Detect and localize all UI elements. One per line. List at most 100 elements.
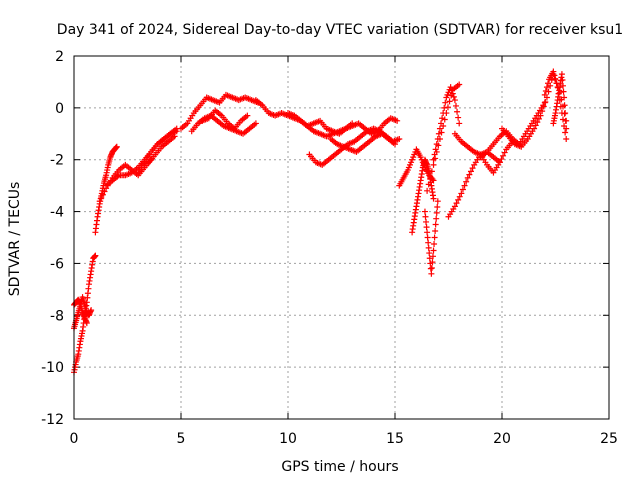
data-point — [456, 81, 463, 88]
x-tick-label: 15 — [386, 431, 404, 447]
data-point — [425, 239, 432, 246]
data-point — [422, 213, 429, 220]
data-point — [562, 117, 569, 124]
data-point — [467, 168, 474, 175]
data-point — [88, 307, 95, 314]
data-point — [541, 91, 548, 98]
x-tick-label: 25 — [600, 431, 618, 447]
data-point — [441, 104, 448, 111]
data-point — [431, 234, 438, 241]
data-point — [396, 135, 403, 142]
data-point — [498, 156, 505, 163]
data-point — [430, 195, 437, 202]
data-point — [537, 112, 544, 119]
data-point — [444, 104, 451, 111]
data-point — [458, 190, 465, 197]
data-point — [545, 88, 552, 95]
x-axis-label: GPS time / hours — [281, 459, 398, 475]
data-point — [535, 115, 542, 122]
data-point — [550, 68, 557, 75]
data-point — [532, 122, 539, 129]
data-point — [534, 119, 541, 126]
data-point — [425, 244, 432, 251]
data-point — [171, 133, 178, 140]
data-point — [427, 174, 434, 181]
data-point — [431, 151, 438, 158]
data-point — [446, 98, 453, 105]
x-tick-label: 0 — [70, 431, 79, 447]
series-track-14 — [306, 125, 403, 168]
data-point — [113, 143, 120, 150]
data-point — [559, 76, 566, 83]
data-point — [459, 186, 466, 193]
data-point — [561, 102, 568, 109]
y-axis-label: SDTVAR / TECUs — [7, 182, 23, 297]
data-point — [440, 110, 447, 117]
series-track-18 — [421, 198, 441, 277]
data-point — [560, 88, 567, 95]
data-point — [441, 116, 448, 123]
x-tick-label: 5 — [177, 431, 186, 447]
data-point — [558, 71, 565, 78]
data-point — [101, 188, 108, 195]
x-tick-label: 10 — [279, 431, 297, 447]
data-point — [455, 114, 462, 121]
data-point — [430, 247, 437, 254]
data-point — [92, 252, 99, 259]
data-point — [430, 156, 437, 163]
data-point — [545, 80, 552, 87]
y-tick-label: 0 — [55, 101, 64, 117]
data-point — [450, 93, 457, 100]
data-point — [439, 115, 446, 122]
data-point — [454, 108, 461, 115]
data-point — [98, 194, 105, 201]
data-point — [453, 200, 460, 207]
y-tick-label: -12 — [41, 412, 64, 428]
data-point — [423, 218, 430, 225]
data-point — [451, 203, 458, 210]
x-tick-label: 20 — [493, 431, 511, 447]
chart-title: Day 341 of 2024, Sidereal Day-to-day VTE… — [57, 22, 623, 38]
data-point — [464, 174, 471, 181]
y-tick-label: -8 — [50, 308, 64, 324]
data-point — [448, 87, 455, 94]
data-point — [562, 129, 569, 136]
data-point — [252, 120, 259, 127]
data-point — [542, 88, 549, 95]
data-point — [438, 120, 445, 127]
data-point — [433, 209, 440, 216]
data-point — [96, 198, 103, 205]
series-track-23 — [477, 99, 548, 161]
data-point — [531, 125, 538, 132]
data-point — [551, 72, 558, 79]
data-point — [447, 84, 454, 91]
data-point — [428, 270, 435, 277]
data-point — [438, 129, 445, 136]
data-point — [561, 94, 568, 101]
data-point — [432, 221, 439, 228]
series-track-22 — [451, 130, 516, 176]
data-point — [433, 141, 440, 148]
data-point — [463, 178, 470, 185]
data-point — [428, 168, 435, 175]
data-point — [500, 152, 507, 159]
data-point — [434, 135, 441, 142]
data-point — [449, 90, 456, 97]
data-point — [424, 229, 431, 236]
y-tick-label: -4 — [50, 205, 64, 221]
data-point — [432, 146, 439, 153]
data-point — [456, 193, 463, 200]
data-point — [244, 112, 251, 119]
plot-frame — [73, 55, 610, 420]
data-point — [563, 135, 570, 142]
data-point — [563, 125, 570, 132]
data-point — [501, 149, 508, 156]
data-point — [433, 215, 440, 222]
data-point — [431, 240, 438, 247]
data-point — [455, 196, 462, 203]
data-point — [424, 234, 431, 241]
data-point — [461, 182, 468, 189]
series-track-26 — [550, 71, 570, 132]
series-track-3 — [71, 296, 90, 327]
data-point — [434, 204, 441, 211]
